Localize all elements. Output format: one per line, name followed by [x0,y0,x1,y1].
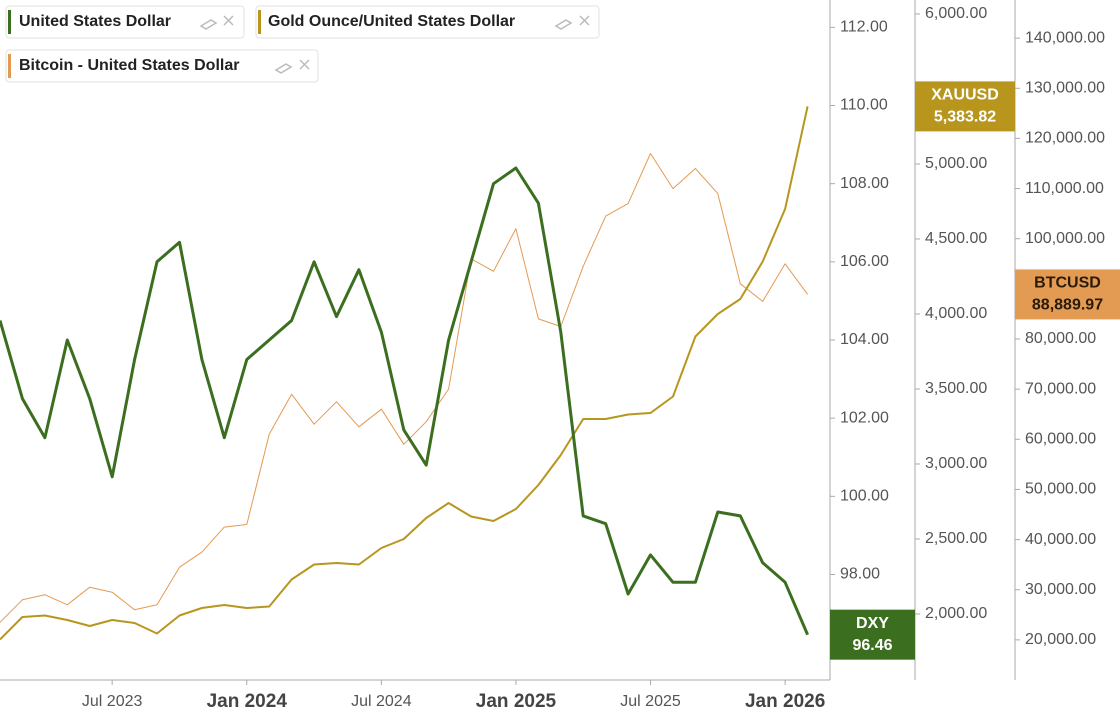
price-tag [1015,269,1120,320]
y-tick-label: 2,500.00 [925,530,987,547]
x-tick-label: Jul 2024 [351,693,412,710]
legend: United States Dollar Gold Ounce/United S… [5,5,600,83]
price-tag [915,81,1015,132]
y-tick-label: 106.00 [840,253,889,270]
series-line [0,106,809,641]
legend-swatch [258,10,261,34]
legend-swatch [8,10,11,34]
y-tick-label: 3,500.00 [925,380,987,397]
y-tick-label: 130,000.00 [1025,79,1105,96]
legend-icons[interactable] [199,15,590,74]
x-tick-label: Jul 2025 [620,693,681,710]
y-tick-label: 4,500.00 [925,230,987,247]
legend-label: United States Dollar [19,13,171,30]
y-tick-label: 60,000.00 [1025,431,1096,448]
y-tick-label: 100.00 [840,488,889,505]
legend-box [5,5,245,39]
y-tick-label: 5,000.00 [925,155,987,172]
y-tick-label: 2,000.00 [925,605,987,622]
y-tick-label: 4,000.00 [925,305,987,322]
legend-box [5,49,319,83]
y-tick-label: 80,000.00 [1025,330,1096,347]
y-tick-label: 6,000.00 [925,5,987,22]
price-tag-symbol: XAUUSD [931,87,999,104]
y-tick-label: 30,000.00 [1025,581,1096,598]
series-line [0,153,809,623]
y-tick-label: 70,000.00 [1025,380,1096,397]
legend-label: Gold Ounce/United States Dollar [268,13,515,30]
y-tick-label: 108.00 [840,175,889,192]
series-line [0,166,809,636]
x-tick-label: Jan 2026 [745,691,825,712]
y-tick-label: 104.00 [840,331,889,348]
x-tick-label: Jan 2025 [476,691,557,712]
y-tick-label: 98.00 [840,566,880,583]
y-tick-label: 110,000.00 [1025,180,1104,197]
y-tick-label: 3,000.00 [925,455,987,472]
y-tick-label: 50,000.00 [1025,481,1096,498]
y-tick-label: 110.00 [840,97,888,114]
price-tag [830,609,915,660]
y-tick-label: 102.00 [840,409,889,426]
y-tick-label: 100,000.00 [1025,230,1105,247]
price-tag-symbol: BTCUSD [1034,275,1101,292]
y-tick-label: 120,000.00 [1025,130,1105,147]
y-tick-label: 20,000.00 [1025,631,1096,648]
y-tick-label: 140,000.00 [1025,29,1105,46]
price-tag-value: 96.46 [852,637,892,654]
price-tag-symbol: DXY [856,615,889,632]
y-tick-label: 112.00 [840,19,888,36]
price-tag-value: 5,383.82 [934,109,996,126]
x-tick-label: Jul 2023 [82,693,143,710]
price-tag-value: 88,889.97 [1032,297,1103,314]
legend-label: Bitcoin - United States Dollar [19,57,239,74]
legend-swatch [8,54,11,78]
x-tick-label: Jan 2024 [207,691,288,712]
legend-box [255,5,600,39]
y-tick-label: 40,000.00 [1025,531,1096,548]
